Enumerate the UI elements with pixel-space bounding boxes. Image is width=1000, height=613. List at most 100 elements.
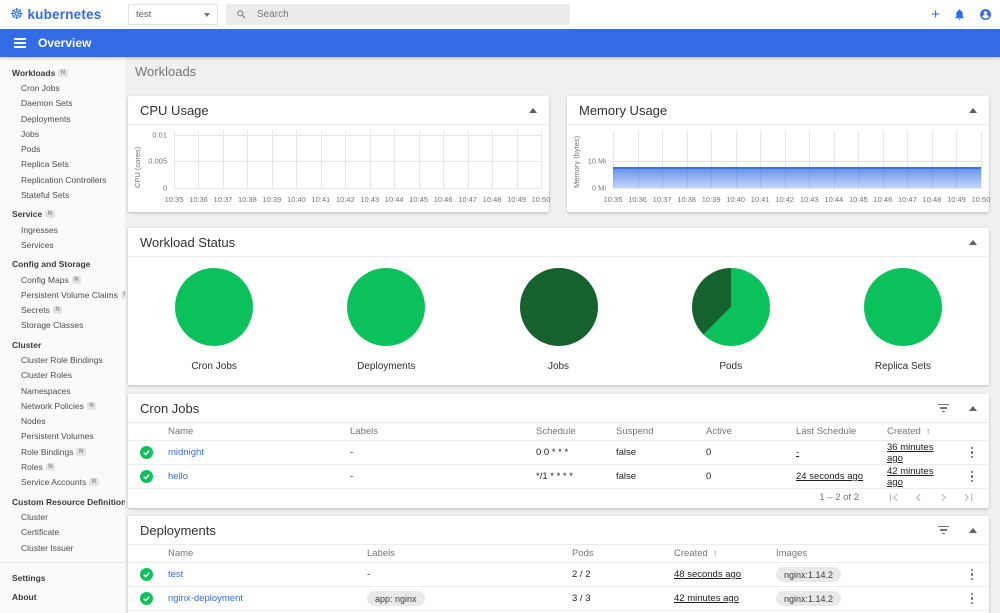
grid-line	[858, 131, 860, 188]
y-tick-label: 10 Mi	[587, 156, 606, 166]
kubernetes-logo[interactable]: ☸ kubernetes	[10, 0, 101, 29]
sidebar-item-daemon-sets[interactable]: Daemon Sets	[0, 96, 125, 111]
previous-page-button[interactable]	[911, 490, 926, 505]
column-header-images[interactable]: Images	[776, 548, 808, 559]
memory-card-header: Memory Usage	[567, 96, 989, 125]
sidebar-item-cluster-roles[interactable]: Cluster Roles	[0, 368, 125, 383]
status-succeeded-icon	[140, 592, 168, 605]
status-succeeded-icon	[140, 568, 168, 581]
sidebar-item-config-maps[interactable]: Config Maps N	[0, 272, 125, 287]
sidebar-item-services[interactable]: Services	[0, 237, 125, 252]
cronjob-name-link[interactable]: hello	[168, 471, 189, 482]
first-page-button[interactable]	[886, 490, 901, 505]
sidebar-item-network-policies[interactable]: Network Policies N	[0, 398, 125, 413]
memory-y-ticks: 0 Mi 10 Mi	[567, 131, 610, 192]
sidebar-item-jobs[interactable]: Jobs	[0, 126, 125, 141]
sidebar-item-roles[interactable]: Roles N	[0, 459, 125, 474]
sidebar-item-about[interactable]: About	[0, 590, 125, 605]
row-actions-menu-icon[interactable]	[967, 591, 977, 606]
sidebar-item-secrets[interactable]: Secrets N	[0, 302, 125, 317]
sidebar-item-nodes[interactable]: Nodes	[0, 414, 125, 429]
cpu-chart-plot	[174, 131, 542, 189]
sidebar-item-deployments[interactable]: Deployments	[0, 111, 125, 126]
sidebar-item-storage-classes[interactable]: Storage Classes	[0, 318, 125, 333]
column-header-schedule[interactable]: Schedule	[536, 426, 576, 437]
last-page-button[interactable]	[961, 490, 976, 505]
sidebar-item-label: Settings	[12, 572, 46, 583]
account-icon[interactable]	[979, 8, 992, 21]
collapse-icon[interactable]	[969, 239, 977, 245]
filter-icon[interactable]	[938, 403, 949, 413]
sidebar-item-cluster-role-bindings[interactable]: Cluster Role Bindings	[0, 352, 125, 367]
sidebar-group-config-and-storage[interactable]: Config and Storage	[0, 257, 125, 272]
sidebar-item-cluster[interactable]: Cluster	[0, 509, 125, 524]
search-input[interactable]	[257, 9, 560, 20]
memory-x-ticks: 10:35 10:36 10:37 10:38 10:39 10:40 10:41 10:42…	[604, 195, 991, 205]
sidebar-item-ingresses[interactable]: Ingresses	[0, 222, 125, 237]
deployment-created[interactable]: 42 minutes ago	[674, 593, 739, 604]
table-row: nginx-deployment app: nginx 3 / 3 42 minute…	[128, 587, 989, 611]
namespace-selector[interactable]: test	[128, 4, 218, 25]
top-app-bar: ☸ kubernetes test +	[0, 0, 1000, 29]
collapse-icon[interactable]	[969, 107, 977, 113]
menu-icon[interactable]	[14, 38, 26, 48]
column-header-active[interactable]: Active	[706, 426, 732, 437]
sidebar-item-certificate[interactable]: Certificate	[0, 525, 125, 540]
column-header-name[interactable]: Name	[168, 548, 194, 559]
cronjob-last-schedule[interactable]: -	[796, 447, 800, 458]
cronjob-last-schedule[interactable]: 24 seconds ago	[796, 471, 864, 482]
collapse-icon[interactable]	[969, 527, 977, 533]
sidebar-item-label: Network Policies	[21, 400, 84, 411]
sidebar-item-stateful-sets[interactable]: Stateful Sets	[0, 187, 125, 202]
x-tick-label: 10:41	[750, 195, 770, 204]
sidebar-item-cluster-issuer[interactable]: Cluster Issuer	[0, 540, 125, 555]
column-header-created[interactable]: Created ↑	[674, 548, 718, 559]
column-header-last-schedule[interactable]: Last Schedule	[796, 426, 857, 437]
sidebar-item-cron-jobs[interactable]: Cron Jobs	[0, 80, 125, 95]
sidebar-group-workloads[interactable]: Workloads N	[0, 65, 125, 80]
sidebar-group-custom-resource-definitions[interactable]: Custom Resource Definitions	[0, 494, 125, 509]
sidebar-group-cluster[interactable]: Cluster	[0, 337, 125, 352]
create-icon[interactable]: +	[931, 6, 940, 23]
column-header-suspend[interactable]: Suspend	[616, 426, 654, 437]
y-tick-label: 0.01	[152, 130, 167, 140]
sidebar-item-service-accounts[interactable]: Service Accounts N	[0, 475, 125, 490]
next-page-button[interactable]	[936, 490, 951, 505]
cronjob-created[interactable]: 42 minutes ago	[887, 465, 934, 488]
filter-icon[interactable]	[938, 525, 949, 535]
sidebar-item-replication-controllers[interactable]: Replication Controllers	[0, 172, 125, 187]
pagination-range-label: 1 – 2 of 2	[819, 492, 859, 503]
sidebar-item-pods[interactable]: Pods	[0, 141, 125, 156]
collapse-icon[interactable]	[969, 405, 977, 411]
sidebar-group-service[interactable]: Service N	[0, 207, 125, 222]
row-actions-menu-icon[interactable]	[967, 567, 977, 582]
sidebar-item-namespaces[interactable]: Namespaces	[0, 383, 125, 398]
column-header-pods[interactable]: Pods	[572, 548, 594, 559]
column-header-labels[interactable]: Labels	[350, 426, 378, 437]
x-tick-label: 10:36	[189, 195, 208, 204]
row-actions-menu-icon[interactable]	[967, 469, 977, 484]
collapse-icon[interactable]	[529, 107, 537, 113]
sidebar-item-label: Certificate	[21, 527, 60, 538]
deployment-created[interactable]: 48 seconds ago	[674, 569, 742, 580]
pie-label: Cron Jobs	[191, 361, 237, 372]
sidebar-item-settings[interactable]: Settings	[0, 570, 125, 585]
cronjob-created[interactable]: 36 minutes ago	[887, 441, 934, 464]
deployment-name-link[interactable]: nginx-deployment	[168, 593, 243, 604]
new-badge: N	[89, 478, 99, 487]
sidebar-item-persistent-volume-claims[interactable]: Persistent Volume ClaimsN	[0, 287, 125, 302]
column-header-name[interactable]: Name	[168, 426, 194, 437]
cron-jobs-card: Cron Jobs Name Labels Schedule Suspend Activ…	[128, 394, 989, 508]
column-header-created[interactable]: Created ↑	[887, 426, 931, 437]
column-header-labels[interactable]: Labels	[367, 548, 395, 559]
y-tick-label: 0.005	[148, 156, 167, 166]
notifications-icon[interactable]	[953, 8, 966, 21]
row-actions-menu-icon[interactable]	[967, 445, 977, 460]
cronjob-name-link[interactable]: midnight	[168, 447, 204, 458]
sidebar-item-replica-sets[interactable]: Replica Sets	[0, 157, 125, 172]
workload-status-header: Workload Status	[128, 228, 989, 257]
x-tick-label: 10:38	[677, 195, 696, 204]
sidebar-item-persistent-volumes[interactable]: Persistent Volumes	[0, 429, 125, 444]
deployment-name-link[interactable]: test	[168, 569, 184, 580]
sidebar-item-role-bindings[interactable]: Role Bindings N	[0, 444, 125, 459]
